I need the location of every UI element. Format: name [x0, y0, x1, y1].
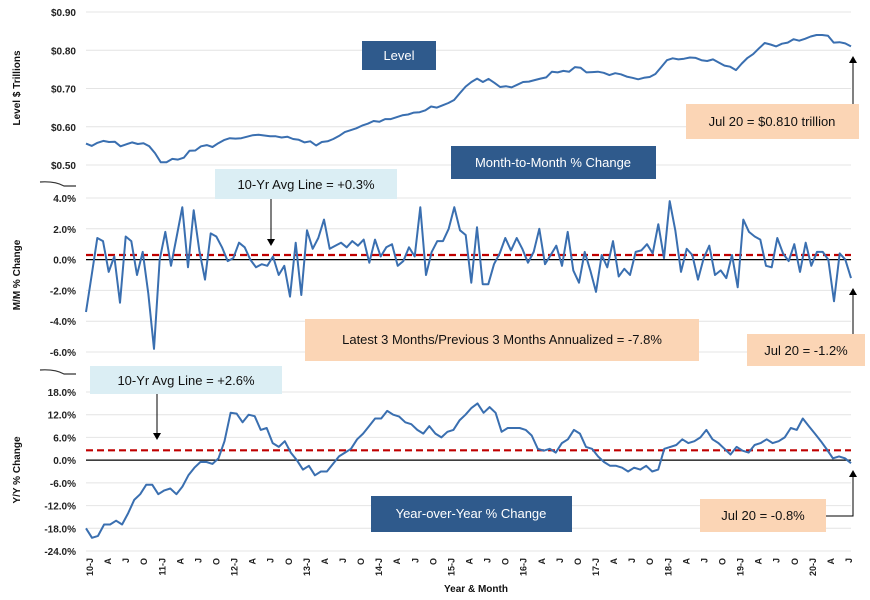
level-title: Level	[383, 48, 414, 63]
x-tick: 17-J	[591, 558, 601, 576]
x-tick: J	[699, 558, 709, 563]
x-tick: 13-J	[302, 558, 312, 576]
x-tick: O	[573, 558, 583, 565]
x-tick: A	[537, 558, 547, 565]
yy-y-tick: -6.0%	[50, 479, 76, 490]
yy-y-axis-title: Y/Y % Change	[12, 436, 23, 503]
x-tick: 19-J	[736, 558, 746, 576]
mm-y-tick: -6.0%	[50, 348, 76, 359]
x-tick: J	[121, 558, 131, 563]
x-tick: 18-J	[663, 558, 673, 576]
x-tick: O	[645, 558, 655, 565]
mm-y-axis-title: M/M % Change	[12, 239, 23, 310]
mm-y-tick: -4.0%	[50, 317, 76, 328]
x-tick: 14-J	[374, 558, 384, 576]
x-tick: O	[790, 558, 800, 565]
yy-callout-box	[700, 499, 826, 532]
axis-break-mark	[39, 181, 76, 187]
x-tick: A	[465, 558, 475, 565]
level-y-tick: $0.90	[51, 8, 76, 19]
x-tick: J	[193, 558, 203, 563]
x-tick: A	[175, 558, 185, 565]
yy-avg-label: 10-Yr Avg Line = +2.6%	[117, 373, 255, 388]
yy-avg-arrow	[153, 394, 161, 440]
x-tick: J	[483, 558, 493, 563]
x-tick: J	[844, 558, 854, 563]
x-axis-title: Year & Month	[444, 584, 508, 595]
yy-title: Year-over-Year % Change	[396, 506, 547, 521]
x-tick: O	[139, 558, 149, 565]
x-tick: A	[609, 558, 619, 565]
x-tick: J	[772, 558, 782, 563]
x-tick-labels: 10-J A J O 11-J A J O 12-J A J O 13-J A J O 14-J A J O 15-J A…	[85, 558, 854, 577]
yy-callout-arrow	[826, 470, 857, 517]
x-tick: O	[356, 558, 366, 565]
level-y-tick: $0.60	[51, 123, 76, 134]
x-tick: A	[826, 558, 836, 565]
x-tick: A	[103, 558, 113, 565]
yy-y-tick: -18.0%	[44, 524, 76, 535]
x-tick: 10-J	[85, 558, 95, 576]
level-callout: Jul 20 = $0.810 trillion	[709, 114, 836, 129]
x-tick: A	[681, 558, 691, 565]
x-tick: J	[410, 558, 420, 563]
mm-callout-box	[747, 334, 865, 366]
yy-y-tick: 18.0%	[48, 388, 76, 399]
level-title-box	[362, 41, 436, 70]
yy-y-tick: 0.0%	[53, 456, 76, 467]
x-tick: J	[627, 558, 637, 563]
level-callout-arrow	[849, 56, 857, 104]
x-tick: O	[284, 558, 294, 565]
yy-avg-label-box	[90, 366, 282, 394]
x-tick: 15-J	[446, 558, 456, 576]
x-tick: 11-J	[157, 558, 167, 576]
yy-y-tick: 6.0%	[53, 433, 76, 444]
yy-series-line	[85, 402, 852, 539]
mm-callout-arrow	[849, 288, 857, 334]
mm-avg-label-box	[215, 169, 397, 199]
level-y-tick: $0.80	[51, 46, 76, 57]
mm-title-box	[451, 146, 656, 179]
yy-y-tick: 12.0%	[48, 411, 76, 422]
mm-note-box	[305, 319, 699, 361]
mm-avg-arrow	[267, 199, 275, 246]
x-tick: O	[718, 558, 728, 565]
level-y-tick: $0.70	[51, 85, 76, 96]
mm-y-tick: -2.0%	[50, 286, 76, 297]
x-tick: A	[754, 558, 764, 565]
x-tick: 16-J	[519, 558, 529, 576]
level-y-axis-title: Level $ Trillions	[12, 50, 23, 125]
mm-title: Month-to-Month % Change	[475, 155, 631, 170]
x-tick: J	[266, 558, 276, 563]
x-tick: 12-J	[230, 558, 240, 576]
level-callout-box	[686, 104, 859, 139]
yy-y-tick: -24.0%	[44, 547, 76, 558]
axis-break-mark	[39, 369, 76, 375]
yy-callout: Jul 20 = -0.8%	[721, 508, 805, 523]
mm-y-tick: 2.0%	[53, 225, 76, 236]
x-tick: O	[212, 558, 222, 565]
x-tick: A	[320, 558, 330, 565]
y-tick-labels: $0.90 $0.80 $0.70 $0.60 $0.50 4.0% 2.0% 0.0% -2.…	[44, 8, 76, 558]
mm-y-tick: 4.0%	[53, 194, 76, 205]
x-tick: O	[501, 558, 511, 565]
level-series-line	[85, 34, 852, 164]
level-y-tick: $0.50	[51, 161, 76, 172]
mm-series-line	[85, 200, 852, 350]
x-tick: 20-J	[808, 558, 818, 576]
x-tick: J	[555, 558, 565, 563]
x-tick: J	[338, 558, 348, 563]
series-lines	[85, 34, 852, 539]
mm-callout: Jul 20 = -1.2%	[764, 343, 848, 358]
x-tick: O	[428, 558, 438, 565]
yy-title-box	[371, 496, 572, 532]
mm-y-tick: 0.0%	[53, 256, 76, 267]
mm-avg-label: 10-Yr Avg Line = +0.3%	[237, 177, 375, 192]
yy-y-tick: -12.0%	[44, 502, 76, 513]
x-tick: A	[392, 558, 402, 565]
mm-note: Latest 3 Months/Previous 3 Months Annual…	[342, 332, 662, 347]
x-tick: A	[248, 558, 258, 565]
